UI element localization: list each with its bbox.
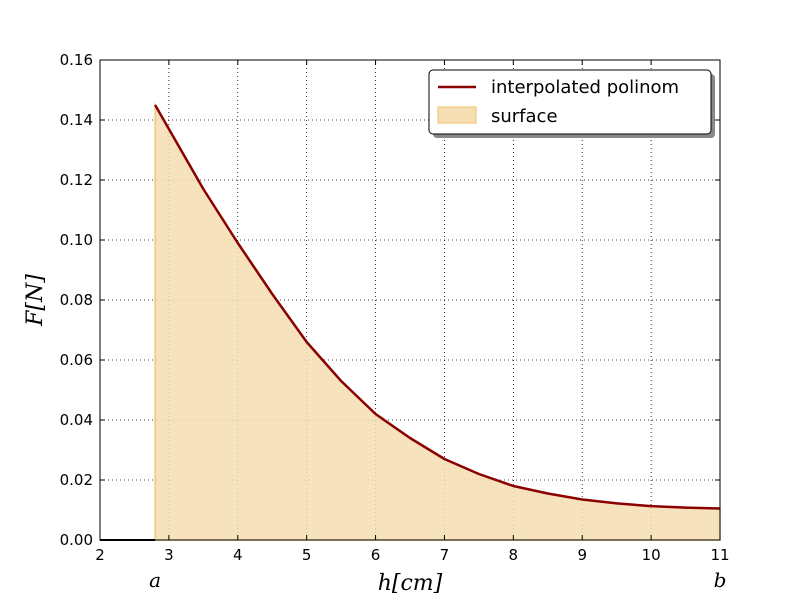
legend-area-swatch (437, 106, 477, 124)
y-tick-label: 0.04 (60, 411, 93, 429)
y-tick-label: 0.14 (60, 111, 93, 129)
x-tick-label: 11 (710, 546, 729, 564)
x-tick-label: 6 (371, 546, 381, 564)
polinom-line-layer (154, 104, 721, 510)
tick-marks (99, 59, 721, 541)
y-tick-label: 0.02 (60, 471, 93, 489)
y-tick-label: 0.12 (60, 171, 93, 189)
x-tick-label: 2 (95, 546, 105, 564)
x-tick-label: 4 (233, 546, 243, 564)
y-axis-label: F[N] (23, 274, 48, 327)
bound-label-b: b (714, 568, 727, 592)
x-axis-label: h[cm] (378, 571, 443, 596)
y-tick-label: 0.10 (60, 231, 93, 249)
x-tick-label: 3 (164, 546, 174, 564)
x-tick-label: 10 (642, 546, 661, 564)
legend-label-surface: surface (491, 106, 558, 127)
legend: interpolated polinom surface (428, 69, 715, 138)
x-tick-label: 5 (302, 546, 312, 564)
surface-area (154, 102, 721, 541)
x-tick-label: 9 (577, 546, 587, 564)
x-tick-label: 8 (509, 546, 519, 564)
x-tick-label: 7 (440, 546, 450, 564)
legend-label-polinom: interpolated polinom (491, 77, 679, 98)
x-tick-labels: 2 3 4 5 6 7 8 9 10 11 (95, 546, 729, 564)
legend-box (428, 69, 712, 135)
bound-label-a: a (149, 568, 161, 592)
y-tick-label: 0.06 (60, 351, 93, 369)
y-tick-labels: 0.00 0.02 0.04 0.06 0.08 0.10 0.12 0.14 0.16 (60, 51, 93, 549)
y-tick-label: 0.00 (60, 531, 93, 549)
y-tick-label: 0.16 (60, 51, 93, 69)
polinom-line (154, 104, 721, 510)
y-tick-label: 0.08 (60, 291, 93, 309)
